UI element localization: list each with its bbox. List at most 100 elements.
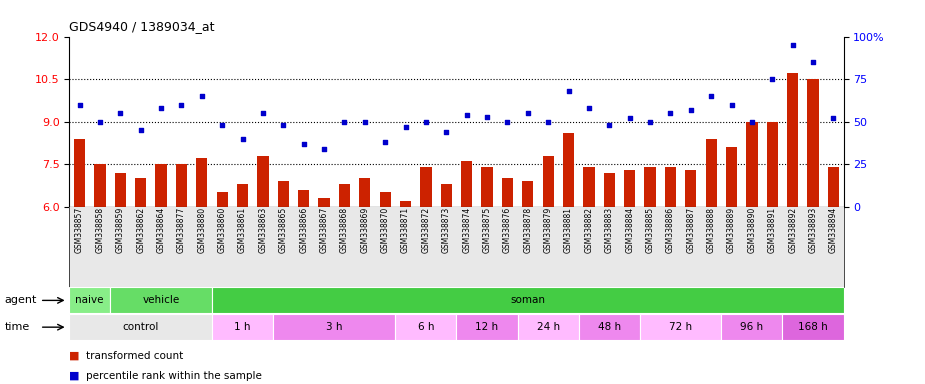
Text: control: control — [122, 322, 159, 332]
Point — [357, 119, 372, 125]
Bar — [74, 139, 85, 207]
Point — [113, 110, 128, 116]
Bar — [665, 167, 676, 207]
Point — [521, 110, 536, 116]
Point — [765, 76, 780, 82]
Bar — [706, 139, 717, 207]
Point — [785, 42, 800, 48]
Point — [704, 93, 719, 99]
Bar — [135, 178, 146, 207]
Text: 3 h: 3 h — [326, 322, 342, 332]
Bar — [722, 314, 783, 340]
Text: time: time — [5, 322, 30, 332]
Bar — [746, 122, 758, 207]
Bar — [298, 190, 309, 207]
Bar — [543, 156, 554, 207]
Point — [418, 119, 433, 125]
Bar — [216, 192, 228, 207]
Bar — [579, 314, 640, 340]
Bar — [359, 178, 370, 207]
Point — [174, 101, 189, 108]
Bar — [69, 314, 212, 340]
Bar — [523, 181, 534, 207]
Bar — [94, 164, 105, 207]
Bar — [808, 79, 819, 207]
Point — [460, 112, 475, 118]
Bar — [783, 314, 844, 340]
Bar — [604, 173, 615, 207]
Text: 72 h: 72 h — [669, 322, 692, 332]
Point — [438, 129, 453, 135]
Text: 12 h: 12 h — [475, 322, 499, 332]
Point — [276, 122, 290, 128]
Bar — [379, 192, 390, 207]
Point — [255, 110, 270, 116]
Point — [398, 124, 413, 130]
Bar — [456, 314, 518, 340]
Point — [72, 101, 87, 108]
Text: naive: naive — [76, 295, 104, 305]
Text: transformed count: transformed count — [86, 351, 183, 361]
Point — [663, 110, 678, 116]
Bar — [481, 167, 493, 207]
Point — [602, 122, 617, 128]
Text: vehicle: vehicle — [142, 295, 179, 305]
Bar — [115, 173, 126, 207]
Bar — [212, 314, 273, 340]
Point — [337, 119, 352, 125]
Point — [296, 141, 311, 147]
Text: ■: ■ — [69, 351, 80, 361]
Text: 6 h: 6 h — [418, 322, 434, 332]
Bar — [584, 167, 595, 207]
Bar — [518, 314, 579, 340]
Point — [745, 119, 759, 125]
Text: 24 h: 24 h — [536, 322, 560, 332]
Bar — [110, 287, 212, 313]
Bar — [237, 184, 248, 207]
Point — [582, 105, 597, 111]
Text: soman: soman — [511, 295, 546, 305]
Text: agent: agent — [5, 295, 37, 305]
Point — [826, 115, 841, 121]
Point — [684, 107, 698, 113]
Bar — [440, 184, 452, 207]
Bar — [461, 161, 473, 207]
Bar — [685, 170, 697, 207]
Point — [316, 146, 331, 152]
Point — [500, 119, 515, 125]
Point — [154, 105, 168, 111]
Bar — [318, 198, 329, 207]
Bar — [278, 181, 289, 207]
Bar — [257, 156, 268, 207]
Point — [541, 119, 556, 125]
Point — [480, 113, 495, 119]
Bar — [828, 167, 839, 207]
Bar — [645, 167, 656, 207]
Point — [623, 115, 637, 121]
Point — [215, 122, 229, 128]
Bar — [640, 314, 722, 340]
Bar — [339, 184, 350, 207]
Bar — [563, 133, 574, 207]
Bar — [400, 201, 411, 207]
Point — [235, 136, 250, 142]
Text: GDS4940 / 1389034_at: GDS4940 / 1389034_at — [69, 20, 215, 33]
Bar — [176, 164, 187, 207]
Text: 96 h: 96 h — [740, 322, 763, 332]
Text: percentile rank within the sample: percentile rank within the sample — [86, 371, 262, 381]
Point — [643, 119, 658, 125]
Text: 168 h: 168 h — [798, 322, 828, 332]
Text: 1 h: 1 h — [234, 322, 251, 332]
Text: ■: ■ — [69, 371, 80, 381]
Bar — [726, 147, 737, 207]
Bar — [624, 170, 635, 207]
Bar — [155, 164, 166, 207]
Point — [724, 101, 739, 108]
Text: 48 h: 48 h — [598, 322, 621, 332]
Point — [806, 59, 820, 65]
Bar — [395, 314, 456, 340]
Bar — [502, 178, 513, 207]
Point — [133, 127, 148, 133]
Point — [377, 139, 392, 145]
Point — [561, 88, 576, 94]
